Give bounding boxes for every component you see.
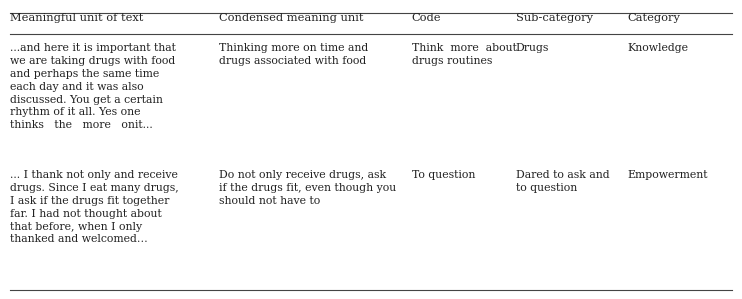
Text: Category: Category (627, 13, 680, 23)
Text: To question: To question (412, 170, 475, 180)
Text: ...and here it is important that
we are taking drugs with food
and perhaps the s: ...and here it is important that we are … (10, 43, 176, 130)
Text: Condensed meaning unit: Condensed meaning unit (219, 13, 364, 23)
Text: Do not only receive drugs, ask
if the drugs fit, even though you
should not have: Do not only receive drugs, ask if the dr… (219, 170, 396, 206)
Text: Drugs: Drugs (516, 43, 549, 53)
Text: Meaningful unit of text: Meaningful unit of text (10, 13, 143, 23)
Text: Think  more  about
drugs routines: Think more about drugs routines (412, 43, 516, 66)
Text: Sub-category: Sub-category (516, 13, 593, 23)
Text: ... I thank not only and receive
drugs. Since I eat many drugs,
I ask if the dru: ... I thank not only and receive drugs. … (10, 170, 178, 244)
Text: Thinking more on time and
drugs associated with food: Thinking more on time and drugs associat… (219, 43, 368, 66)
Text: Knowledge: Knowledge (627, 43, 688, 53)
Text: Code: Code (412, 13, 441, 23)
Text: Dared to ask and
to question: Dared to ask and to question (516, 170, 609, 193)
Text: Empowerment: Empowerment (627, 170, 707, 180)
